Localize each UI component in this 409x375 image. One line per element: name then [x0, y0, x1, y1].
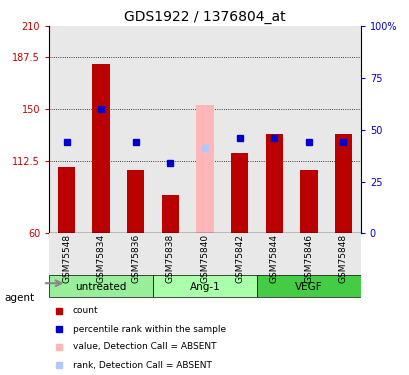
Bar [83, 233, 118, 297]
Bar [326, 26, 360, 233]
Bar [256, 233, 291, 297]
Bar [222, 233, 256, 297]
Bar [49, 275, 153, 299]
Bar [265, 134, 282, 233]
Text: GSM75836: GSM75836 [131, 234, 140, 283]
Bar [334, 134, 351, 233]
Text: VEGF: VEGF [294, 282, 322, 292]
Bar [49, 26, 83, 233]
Bar [187, 26, 222, 233]
Bar [291, 26, 326, 233]
Bar [153, 233, 187, 297]
Text: untreated: untreated [75, 282, 126, 292]
Bar [161, 195, 179, 233]
Bar [118, 26, 153, 233]
Text: count: count [72, 306, 98, 315]
Text: GSM75838: GSM75838 [166, 234, 175, 283]
Bar [83, 26, 118, 233]
Title: GDS1922 / 1376804_at: GDS1922 / 1376804_at [124, 10, 285, 24]
Text: GSM75548: GSM75548 [62, 234, 71, 283]
Bar [187, 233, 222, 297]
Bar [153, 26, 187, 233]
Text: GSM75846: GSM75846 [303, 234, 312, 283]
Bar [58, 167, 75, 233]
Text: GSM75840: GSM75840 [200, 234, 209, 283]
Bar [256, 26, 291, 233]
Bar [291, 233, 326, 297]
Bar [222, 26, 256, 233]
Bar [196, 105, 213, 233]
Text: rank, Detection Call = ABSENT: rank, Detection Call = ABSENT [72, 361, 211, 370]
Bar [326, 233, 360, 297]
Bar [230, 153, 248, 233]
Text: GSM75844: GSM75844 [269, 234, 278, 283]
Text: agent: agent [4, 293, 34, 303]
Text: GSM75848: GSM75848 [338, 234, 347, 283]
Bar [49, 233, 83, 297]
Bar [153, 275, 256, 299]
Text: value, Detection Call = ABSENT: value, Detection Call = ABSENT [72, 342, 216, 351]
Bar [299, 170, 317, 233]
Text: GSM75842: GSM75842 [234, 234, 243, 283]
Bar [92, 63, 110, 233]
Bar [127, 170, 144, 233]
Text: GSM75834: GSM75834 [97, 234, 106, 283]
Text: percentile rank within the sample: percentile rank within the sample [72, 325, 225, 334]
Bar [256, 275, 360, 299]
Bar [118, 233, 153, 297]
Text: Ang-1: Ang-1 [189, 282, 220, 292]
